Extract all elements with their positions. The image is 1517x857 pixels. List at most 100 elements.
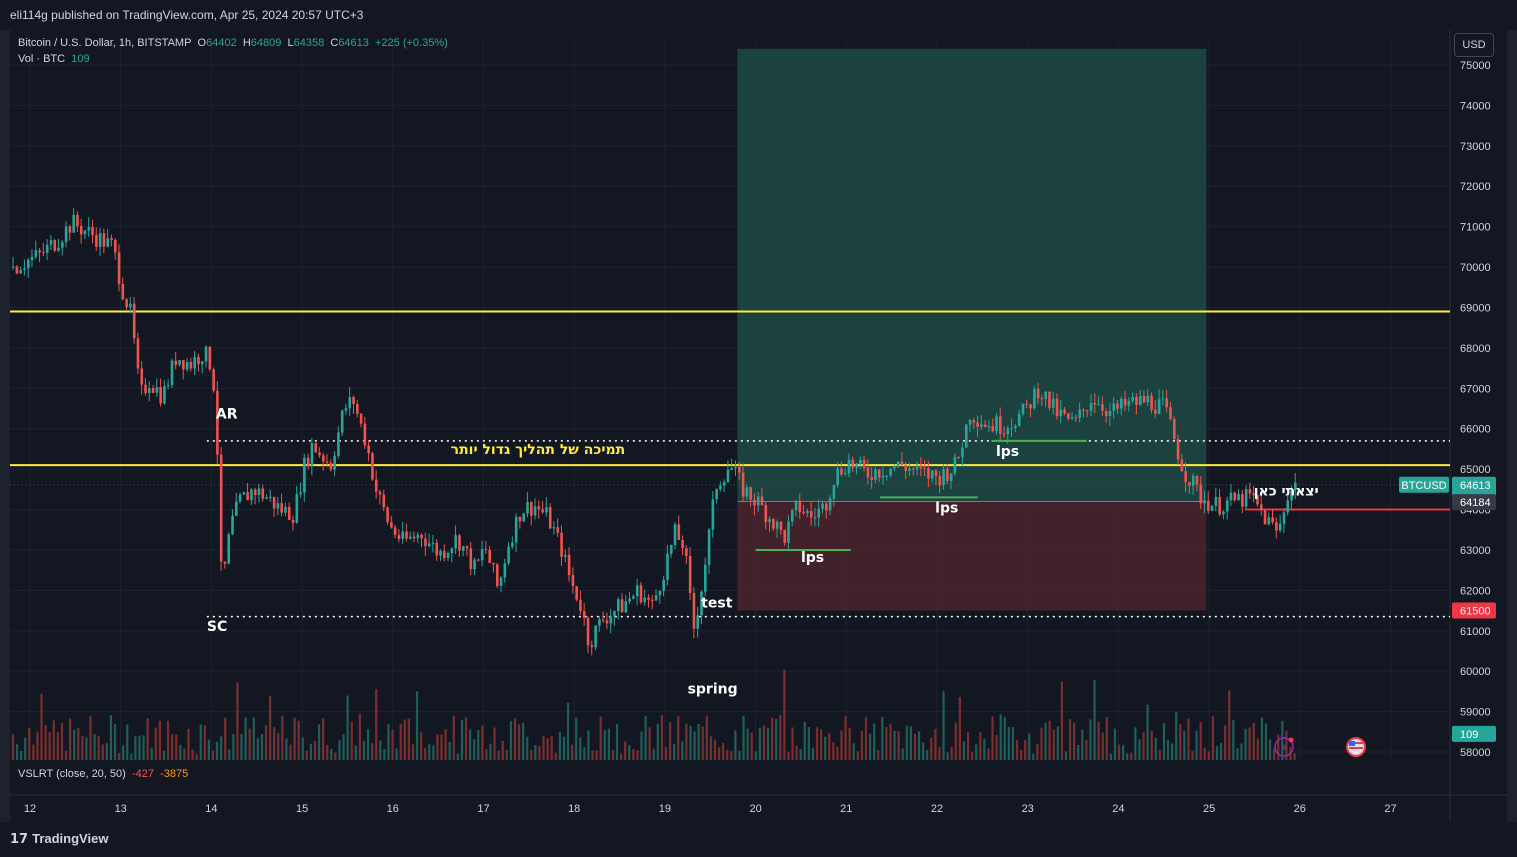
volume-bar [1285, 730, 1288, 760]
volume-bar [497, 750, 500, 760]
symbol-title[interactable]: Bitcoin / U.S. Dollar, 1h, BITSTAMP [18, 37, 192, 49]
candle-body [38, 250, 41, 253]
volume-label[interactable]: Vol · BTC [18, 53, 66, 65]
volume-bar [836, 746, 839, 760]
candle-body [91, 226, 94, 236]
volume-bar [652, 748, 655, 760]
candle-body [303, 457, 306, 493]
volume-bar [1264, 723, 1268, 760]
x-tick-label: 14 [205, 803, 217, 815]
candle-body [749, 487, 752, 500]
volume-bar [11, 734, 15, 760]
close-label: C [330, 37, 339, 49]
volume-bar [799, 749, 802, 760]
volume-bar [244, 717, 247, 760]
volume-bar [840, 730, 843, 760]
volume-bar [85, 737, 88, 760]
candle-body [1244, 489, 1248, 507]
candle-body [276, 503, 280, 509]
volume-bar [1195, 730, 1198, 760]
candle-body [756, 496, 760, 506]
volume-bar [232, 734, 235, 760]
candle-body [632, 596, 635, 599]
indicator-value-2: -3875 [160, 768, 189, 780]
candle-body [1271, 517, 1274, 523]
volume-bar [677, 716, 680, 760]
volume-bar [97, 735, 100, 760]
candle-body [136, 338, 140, 369]
candle-body [325, 461, 329, 463]
candle-body [216, 390, 219, 455]
volume-bar [1093, 680, 1096, 760]
volume-bar [1003, 717, 1006, 760]
candle-body [741, 472, 745, 497]
volume-bar [636, 750, 639, 760]
candle-body [666, 553, 669, 580]
volume-bar [346, 695, 349, 760]
volume-bar [664, 746, 668, 760]
volume-bar [105, 743, 108, 760]
candle-body [30, 256, 34, 261]
candle-body [806, 511, 809, 514]
publisher-text: eli114g published on TradingView.com, Ap… [10, 8, 364, 22]
candle-body [333, 456, 336, 470]
volume-bar [73, 729, 76, 760]
candle-body [352, 397, 355, 405]
volume-bar [236, 682, 239, 760]
volume-bar [379, 740, 382, 760]
volume-bar [783, 669, 786, 760]
candle-body [828, 498, 832, 511]
candle-body [197, 357, 200, 365]
volume-bar [109, 715, 113, 760]
candle-body [117, 252, 121, 284]
candle-body [609, 616, 613, 624]
volume-bar [599, 716, 602, 760]
volume-bar [632, 749, 635, 760]
indicator-value-1: -427 [131, 768, 154, 780]
currency-button[interactable]: USD [1454, 33, 1494, 57]
candle-body [707, 529, 711, 565]
candle-body [106, 238, 110, 247]
volume-bar [334, 752, 337, 760]
candle-body [1112, 403, 1116, 411]
chart-annotation: spring [688, 681, 738, 697]
volume-bar [624, 741, 627, 760]
volume-bar [481, 725, 484, 760]
volume-bar [832, 742, 835, 760]
volume-bar [432, 745, 435, 760]
volume-bar [473, 739, 476, 760]
candle-body [564, 554, 567, 557]
volume-bar [1130, 753, 1133, 760]
candle-body [261, 488, 265, 499]
candle-body [299, 492, 302, 495]
candle-body [851, 459, 855, 468]
candle-body [435, 542, 439, 556]
candle-body [798, 500, 802, 512]
volume-bar [734, 730, 737, 760]
candle-body [386, 507, 389, 523]
candle-body [110, 238, 113, 240]
price-tag-bg [1452, 494, 1496, 511]
volume-bar [991, 716, 994, 760]
volume-bar [28, 727, 31, 760]
chart-annotation: AR [216, 407, 238, 423]
candle-body [1172, 418, 1176, 440]
x-tick-label: 17 [477, 803, 489, 815]
indicator-name[interactable]: VSLRT (close, 20, 50) [18, 768, 126, 780]
volume-bar [1179, 724, 1182, 760]
candle-body [1033, 388, 1036, 409]
volume-bar [1281, 720, 1284, 760]
volume-bar [954, 722, 957, 760]
y-tick-label: 65000 [1460, 464, 1491, 476]
volume-bar [113, 724, 117, 760]
volume-bar [1068, 719, 1072, 760]
volume-bar [583, 747, 586, 760]
candle-body [189, 361, 193, 369]
y-tick-label: 59000 [1460, 707, 1491, 719]
candle-body [999, 416, 1002, 434]
volume-bar [313, 740, 317, 760]
volume-bar [81, 735, 84, 760]
volume-bar [489, 743, 492, 760]
candle-body [295, 494, 299, 523]
